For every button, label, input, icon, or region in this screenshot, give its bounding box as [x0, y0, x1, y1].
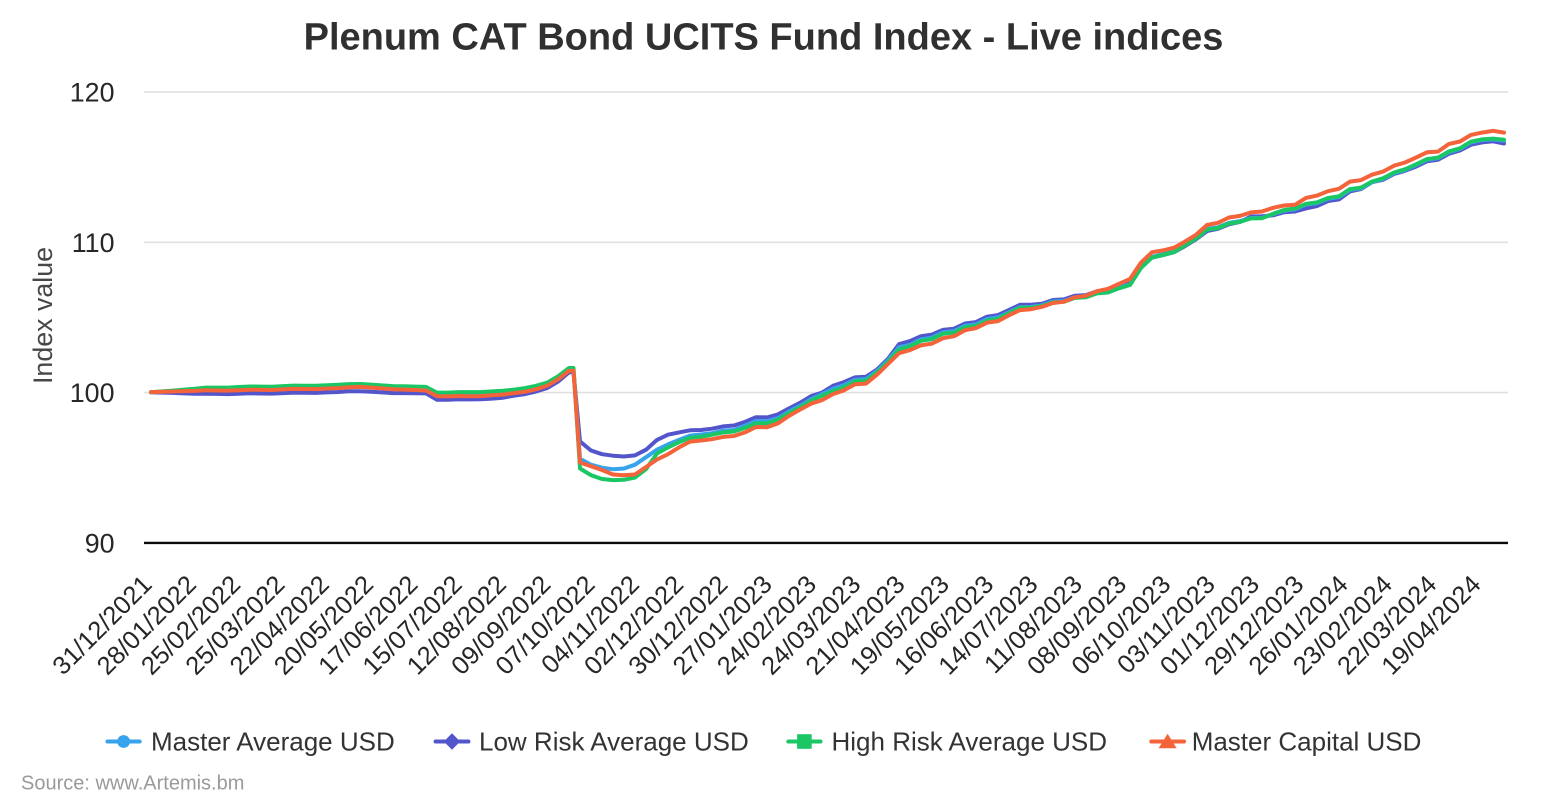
svg-text:90: 90 — [85, 529, 115, 559]
svg-text:110: 110 — [72, 228, 115, 258]
svg-text:Source: www.Artemis.bm: Source: www.Artemis.bm — [21, 772, 244, 794]
svg-text:Low Risk Average USD: Low Risk Average USD — [479, 727, 749, 757]
svg-text:Index value: Index value — [28, 247, 58, 384]
svg-text:120: 120 — [70, 78, 115, 108]
svg-text:100: 100 — [70, 378, 115, 408]
svg-text:Plenum CAT Bond UCITS Fund Ind: Plenum CAT Bond UCITS Fund Index - Live … — [304, 17, 1224, 59]
svg-text:High Risk Average USD: High Risk Average USD — [832, 727, 1108, 757]
svg-text:Master Average USD: Master Average USD — [151, 727, 395, 757]
svg-text:Master Capital USD: Master Capital USD — [1192, 727, 1422, 757]
